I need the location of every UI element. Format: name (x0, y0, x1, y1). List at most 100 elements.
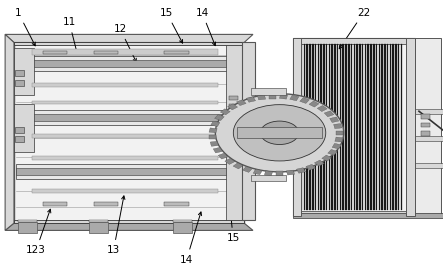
Circle shape (260, 121, 299, 144)
Bar (255, 92, 280, 168)
Bar (15, 136, 24, 142)
Bar (300, 98, 309, 104)
Bar (210, 141, 218, 146)
Text: 11: 11 (63, 17, 78, 54)
Bar (336, 131, 343, 135)
Bar (297, 38, 408, 44)
Polygon shape (5, 223, 253, 230)
Bar (32, 134, 218, 138)
Text: 13: 13 (107, 196, 125, 255)
Bar (286, 170, 294, 175)
Bar (384, 44, 385, 211)
Bar (333, 124, 342, 129)
Bar (337, 44, 338, 211)
Bar (315, 44, 316, 211)
Bar (15, 70, 24, 76)
Bar (43, 202, 67, 206)
Bar (32, 101, 218, 105)
Polygon shape (5, 34, 14, 230)
Bar (326, 44, 327, 211)
Bar (32, 189, 218, 193)
Bar (255, 103, 275, 157)
Bar (225, 158, 235, 164)
Bar (293, 38, 301, 216)
Bar (229, 120, 238, 125)
Bar (89, 222, 108, 233)
Bar (276, 171, 283, 176)
Bar (328, 149, 337, 155)
Bar (379, 44, 380, 211)
Bar (389, 44, 391, 211)
Bar (421, 114, 430, 119)
Bar (226, 45, 242, 220)
Bar (297, 168, 305, 173)
Bar (279, 94, 288, 99)
Text: 12: 12 (114, 24, 136, 62)
Bar (164, 202, 189, 206)
Bar (306, 44, 308, 211)
Bar (242, 43, 255, 220)
Bar (16, 168, 240, 175)
Bar (365, 44, 366, 211)
Bar (16, 164, 240, 179)
Bar (395, 44, 396, 211)
Bar (324, 111, 334, 117)
Bar (16, 114, 240, 121)
Bar (342, 44, 344, 211)
Bar (406, 38, 415, 216)
Bar (298, 44, 300, 211)
Bar (415, 136, 444, 141)
Bar (323, 44, 325, 211)
Bar (251, 88, 286, 95)
Bar (297, 211, 408, 217)
Bar (381, 44, 383, 211)
Bar (265, 90, 270, 170)
Circle shape (215, 94, 344, 172)
Bar (376, 44, 377, 211)
Bar (229, 136, 238, 141)
Bar (256, 90, 261, 170)
Bar (173, 222, 192, 233)
Text: 15: 15 (160, 8, 182, 43)
Bar (94, 51, 118, 54)
Bar (351, 44, 353, 211)
Bar (228, 104, 238, 110)
Bar (32, 156, 218, 160)
Bar (16, 110, 240, 125)
Bar (421, 131, 430, 136)
Bar (269, 94, 276, 99)
Bar (94, 202, 118, 206)
Bar (237, 100, 246, 106)
Bar (309, 44, 311, 211)
Bar (306, 164, 316, 170)
Bar (293, 213, 444, 218)
Bar (16, 60, 240, 67)
Bar (304, 44, 305, 211)
Bar (211, 121, 220, 127)
Bar (335, 137, 343, 142)
Bar (415, 38, 441, 216)
Bar (164, 51, 189, 54)
Text: 1: 1 (15, 8, 35, 46)
Text: 123: 123 (26, 209, 51, 255)
Bar (173, 220, 192, 222)
Bar (229, 104, 238, 109)
Bar (398, 44, 400, 211)
Bar (251, 175, 286, 181)
Bar (370, 44, 372, 211)
Bar (18, 222, 37, 233)
Bar (14, 48, 34, 95)
Bar (253, 169, 262, 175)
Bar (233, 163, 243, 169)
Bar (258, 95, 266, 100)
Bar (334, 44, 336, 211)
Bar (368, 44, 369, 211)
Bar (348, 44, 349, 211)
Bar (274, 90, 278, 170)
Bar (229, 112, 238, 117)
Circle shape (234, 105, 326, 161)
Bar (290, 95, 299, 101)
Bar (421, 122, 430, 127)
Bar (301, 44, 302, 211)
Text: 22: 22 (339, 8, 370, 49)
